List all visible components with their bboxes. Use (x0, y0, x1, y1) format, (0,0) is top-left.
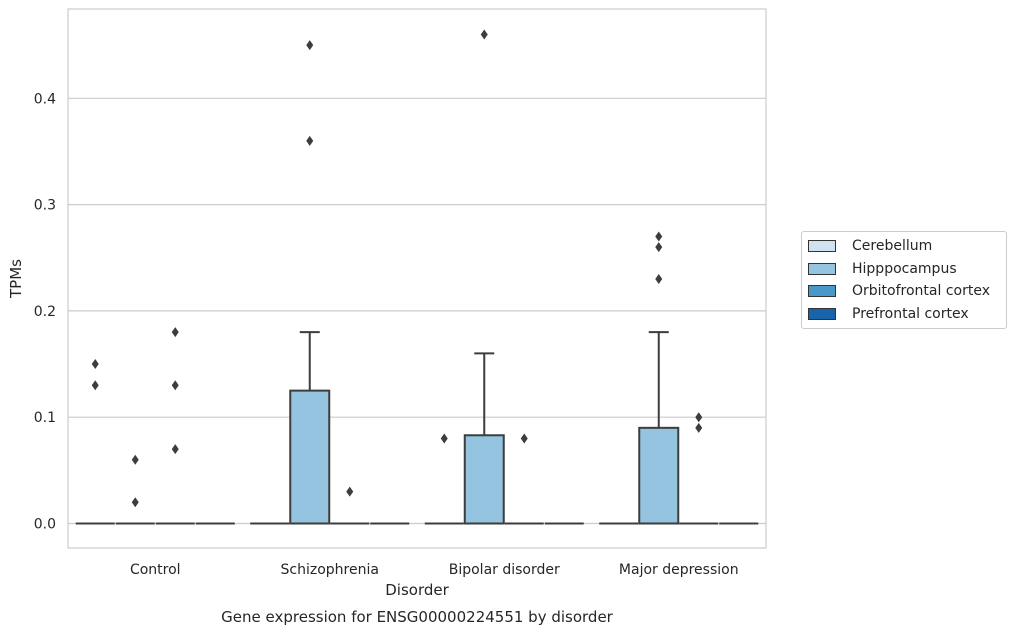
y-tick-labels: 0.0 0.1 0.2 0.3 0.4 (34, 91, 56, 532)
legend-swatch (808, 240, 836, 253)
box-group (75, 331, 759, 525)
outlier-group (91, 29, 703, 508)
legend: Cerebellum Hipppocampus Orbitofrontal cort… (801, 231, 1007, 329)
outlier-point (440, 433, 448, 444)
outlier-point (695, 412, 703, 423)
y-tick-label: 0.0 (34, 517, 56, 533)
outlier-point (171, 380, 179, 391)
legend-label: Orbitofrontal cortex (852, 283, 990, 300)
legend-swatch (808, 285, 836, 298)
y-tick-label: 0.3 (34, 198, 56, 214)
outlier-point (655, 231, 663, 242)
legend-swatch (808, 307, 836, 320)
outlier-point (520, 433, 528, 444)
outlier-point (655, 242, 663, 253)
legend-item: Hipppocampus (802, 258, 1006, 281)
outlier-point (91, 380, 99, 391)
plot-frame (67, 8, 767, 549)
chart-caption: Gene expression for ENSG00000224551 by d… (221, 608, 614, 626)
outlier-point (655, 274, 663, 285)
outlier-point (346, 486, 354, 497)
outlier-point (171, 327, 179, 338)
x-tick-label: Bipolar disorder (449, 562, 560, 578)
outlier-point (306, 135, 314, 146)
legend-item: Prefrontal cortex (802, 303, 1006, 326)
legend-item: Orbitofrontal cortex (802, 280, 1006, 303)
y-tick-label: 0.4 (34, 91, 56, 107)
outlier-point (171, 444, 179, 455)
box (289, 389, 331, 525)
outlier-point (131, 454, 139, 465)
x-tick-label: Schizophrenia (281, 562, 379, 578)
x-tick-label: Control (130, 562, 181, 578)
outlier-point (695, 422, 703, 433)
outlier-point (306, 40, 314, 51)
box (463, 434, 505, 525)
legend-item: Cerebellum (802, 235, 1006, 258)
x-tick-labels: Control Schizophrenia Bipolar disorder Majo… (130, 562, 739, 578)
y-axis-label: TPMs (7, 259, 25, 299)
x-axis-label: Disorder (385, 581, 449, 599)
legend-label: Prefrontal cortex (852, 305, 969, 322)
outlier-point (480, 29, 488, 40)
box (638, 426, 680, 525)
y-tick-label: 0.2 (34, 304, 56, 320)
x-tick-label: Major depression (619, 562, 739, 578)
legend-swatch (808, 262, 836, 275)
y-tick-label: 0.1 (34, 410, 56, 426)
outlier-point (131, 497, 139, 508)
outlier-point (91, 359, 99, 370)
legend-label: Cerebellum (852, 238, 933, 255)
legend-label: Hipppocampus (852, 260, 957, 277)
